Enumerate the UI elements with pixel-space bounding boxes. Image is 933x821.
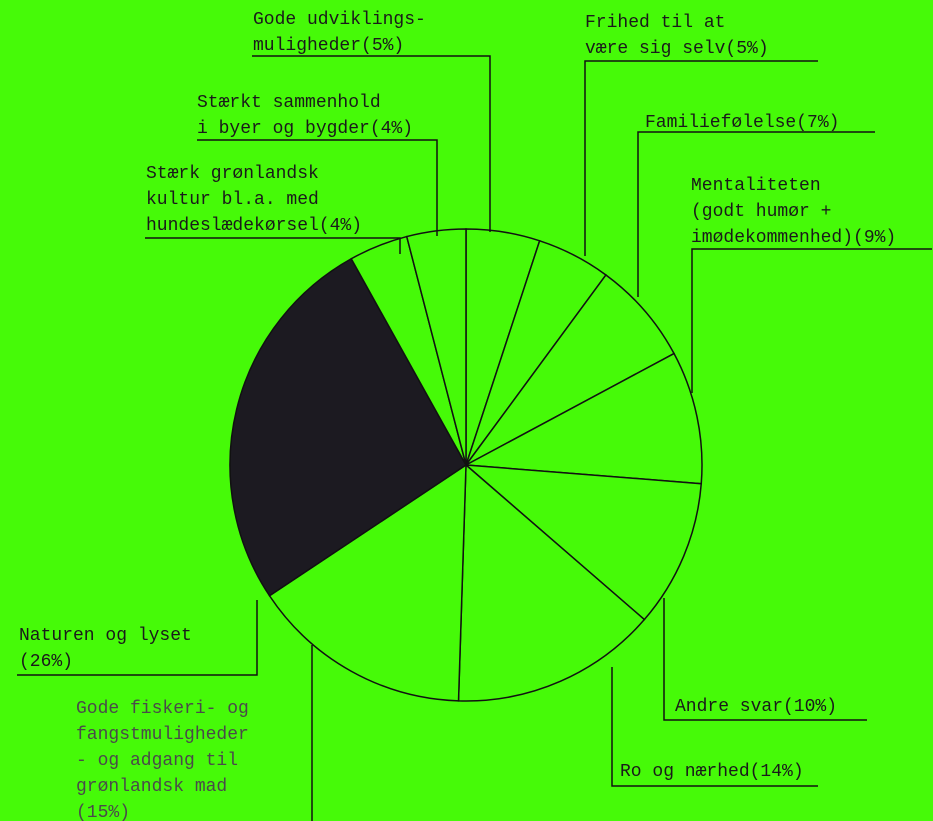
slice-label: Naturen og lyset (26%) (19, 626, 192, 672)
pie-slice (463, 464, 703, 621)
leader-lines (17, 55, 932, 821)
leader-line (17, 600, 258, 676)
pie-slice (268, 463, 467, 702)
slice-label-line: Naturen og lyset (19, 626, 192, 646)
slice-label-line: Familiefølelse(7%) (645, 113, 839, 133)
slice-label-line: (26%) (19, 652, 73, 672)
slice-label: Ro og nærhed(14%) (620, 762, 804, 782)
slice-label-line: Stærkt sammenhold (197, 93, 381, 113)
leader-line (691, 248, 932, 393)
leader-line (145, 237, 401, 254)
pie-slices (229, 228, 703, 702)
slice-label: Gode udviklings-muligheder(5%) (253, 10, 426, 56)
slice-label-line: Gode udviklings- (253, 10, 426, 30)
slice-label: Andre svar(10%) (675, 697, 837, 717)
slice-label: Frihed til at være sig selv(5%) (585, 13, 769, 59)
leader-line (584, 60, 818, 256)
pie-slice (405, 228, 467, 466)
slice-label-line: fangstmuligheder (76, 725, 249, 745)
slice-label-line: imødekommenhed)(9%) (691, 228, 896, 248)
pie-slice (463, 352, 703, 485)
slice-label-line: Stærk grønlandsk (146, 164, 319, 184)
slice-label: Familiefølelse(7%) (645, 113, 839, 133)
slice-label-line: Frihed til at (585, 13, 725, 33)
slice-label: Stærk grønlandsk kultur bl.a. med hundeslæ… (146, 164, 362, 236)
pie-slice (465, 273, 676, 466)
leader-line (663, 598, 867, 721)
slice-label-line: Gode fiskeri- og (76, 699, 249, 719)
slice-label-line: hundeslædekørsel(4%) (146, 216, 362, 236)
pie-slice (457, 463, 646, 702)
leader-line (252, 55, 491, 232)
slice-label-line: (15%) (76, 803, 130, 821)
slice-label-line: Ro og nærhed(14%) (620, 762, 804, 782)
slice-label-line: (godt humør + (691, 202, 831, 222)
slice-label-line: kultur bl.a. med (146, 190, 319, 210)
slice-label-line: - og adgang til (76, 751, 238, 771)
slice-label-line: Mentaliteten (691, 176, 821, 196)
slice-label-line: Andre svar(10%) (675, 697, 837, 717)
slice-label-line: være sig selv(5%) (585, 39, 769, 59)
slice-label: Stærkt sammenhold i byer og bygder(4%) (197, 93, 413, 139)
slice-label: Mentaliteten (godt humør + imødekommenhed)… (691, 176, 896, 248)
leader-line (611, 667, 818, 787)
slice-label-line: i byer og bygder(4%) (197, 119, 413, 139)
leader-line (197, 139, 438, 236)
slice-label-line: muligheder(5%) (253, 36, 404, 56)
slice-labels: Gode udviklings-muligheder(5%) Frihed til… (19, 10, 896, 821)
pie-slice (229, 257, 467, 597)
leader-line (637, 131, 875, 297)
slice-label: Gode fiskeri- og fangstmuligheder - og adg… (76, 699, 249, 821)
slice-label-line: grønlandsk mad (76, 777, 227, 797)
